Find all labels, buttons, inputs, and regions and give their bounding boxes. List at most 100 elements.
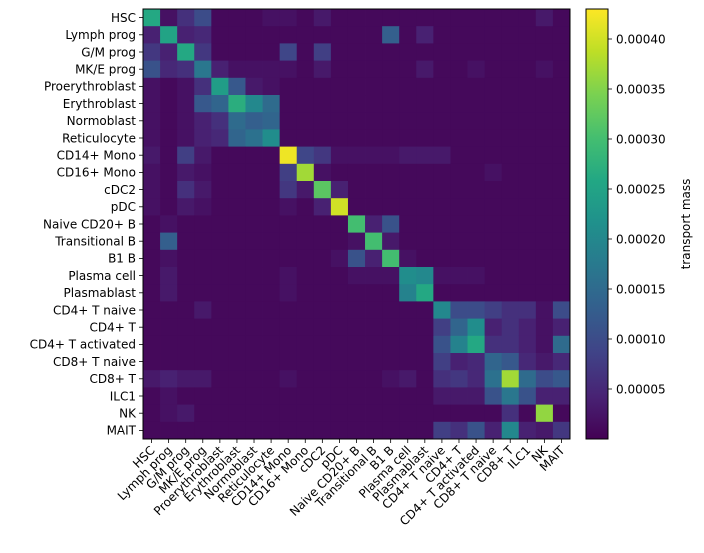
heatmap-cell xyxy=(194,249,212,268)
heatmap-cell xyxy=(143,318,161,337)
heatmap-cell xyxy=(382,353,400,371)
heatmap-cell xyxy=(433,9,451,27)
heatmap-cell xyxy=(313,95,332,113)
heatmap-cell xyxy=(552,370,571,388)
heatmap-cell xyxy=(313,284,332,302)
heatmap-cell xyxy=(382,77,400,96)
heatmap-cell xyxy=(518,284,537,302)
heatmap-cell xyxy=(382,215,400,233)
heatmap-cell xyxy=(535,421,554,440)
heatmap-cell xyxy=(211,163,229,182)
heatmap-cell xyxy=(245,198,263,216)
colorbar-tick-label: 0.00005 xyxy=(616,382,666,396)
y-tick-label: cDC2 xyxy=(104,183,136,197)
heatmap-cell xyxy=(501,335,520,354)
heatmap-cell xyxy=(279,370,298,388)
heatmap-cell xyxy=(228,387,246,405)
heatmap-cell xyxy=(245,421,263,440)
heatmap-cell xyxy=(228,26,246,44)
heatmap-cell xyxy=(382,335,400,354)
heatmap-cell xyxy=(552,284,571,302)
heatmap-cell xyxy=(296,9,315,27)
heatmap-cell xyxy=(296,232,315,251)
heatmap-cell xyxy=(347,181,366,199)
heatmap-cell xyxy=(194,301,212,319)
heatmap-cell xyxy=(535,249,554,268)
heatmap-cell xyxy=(211,318,229,337)
heatmap-cell xyxy=(518,95,537,113)
heatmap-cell xyxy=(501,301,520,319)
heatmap-cell xyxy=(194,404,212,423)
colorbar-tick-label: 0.00020 xyxy=(616,232,666,246)
heatmap-cell xyxy=(433,387,451,405)
heatmap-cell xyxy=(228,370,246,388)
heatmap-cell xyxy=(143,198,161,216)
heatmap-cell xyxy=(365,353,383,371)
heatmap-cell xyxy=(228,232,246,251)
heatmap-cell xyxy=(501,43,520,61)
y-tick-label: B1 B xyxy=(108,252,136,266)
heatmap-cell xyxy=(211,267,229,285)
heatmap-cell xyxy=(296,60,315,79)
colorbar-tick-label: 0.00040 xyxy=(616,32,666,46)
heatmap-cell xyxy=(296,215,315,233)
heatmap-cell xyxy=(211,249,229,268)
heatmap-cell xyxy=(484,421,503,440)
heatmap-cell xyxy=(467,77,485,96)
heatmap-cell xyxy=(450,95,468,113)
heatmap-cell xyxy=(399,421,417,440)
heatmap-cell xyxy=(245,387,263,405)
heatmap-cell xyxy=(347,267,366,285)
heatmap-cell xyxy=(279,249,298,268)
heatmap-cell xyxy=(194,163,212,182)
heatmap-cell xyxy=(382,9,400,27)
heatmap-cell xyxy=(484,146,503,165)
heatmap-cell xyxy=(194,370,212,388)
heatmap-cell xyxy=(450,215,468,233)
heatmap-cell xyxy=(245,9,263,27)
heatmap-cell xyxy=(313,249,332,268)
heatmap-cell xyxy=(450,60,468,79)
heatmap-cell xyxy=(467,112,485,130)
heatmap-cell xyxy=(262,387,281,405)
heatmap-cell xyxy=(552,232,571,251)
heatmap-cell xyxy=(365,370,383,388)
heatmap-cell xyxy=(433,215,451,233)
heatmap-cell xyxy=(382,232,400,251)
heatmap-cell xyxy=(399,284,417,302)
heatmap-cell xyxy=(399,9,417,27)
heatmap-cell xyxy=(433,301,451,319)
heatmap-cell xyxy=(194,9,212,27)
heatmap-cell xyxy=(365,284,383,302)
heatmap-cell xyxy=(177,60,195,79)
heatmap-cell xyxy=(228,335,246,354)
heatmap-cell xyxy=(279,77,298,96)
heatmap-cell xyxy=(450,43,468,61)
heatmap-cell xyxy=(484,215,503,233)
heatmap-cell xyxy=(535,95,554,113)
heatmap-cell xyxy=(501,9,520,27)
heatmap-cell xyxy=(365,421,383,440)
y-tick-label: MK/E prog xyxy=(75,63,136,77)
heatmap-cell xyxy=(279,146,298,165)
heatmap-cell xyxy=(296,387,315,405)
heatmap-cell xyxy=(177,43,195,61)
heatmap-cell xyxy=(365,77,383,96)
heatmap-cell xyxy=(143,267,161,285)
heatmap-cell xyxy=(160,95,178,113)
heatmap-cell xyxy=(450,77,468,96)
heatmap-cell xyxy=(552,301,571,319)
heatmap-cell xyxy=(518,198,537,216)
heatmap-cell xyxy=(296,284,315,302)
heatmap-cell xyxy=(194,26,212,44)
heatmap-cell xyxy=(399,267,417,285)
heatmap-cell xyxy=(245,77,263,96)
heatmap-cell xyxy=(211,181,229,199)
heatmap-cell xyxy=(347,284,366,302)
heatmap-cell xyxy=(365,215,383,233)
heatmap-cell xyxy=(484,232,503,251)
heatmap-cell xyxy=(535,404,554,423)
heatmap-cell xyxy=(262,181,281,199)
heatmap-cell xyxy=(177,353,195,371)
heatmap-cell xyxy=(211,60,229,79)
